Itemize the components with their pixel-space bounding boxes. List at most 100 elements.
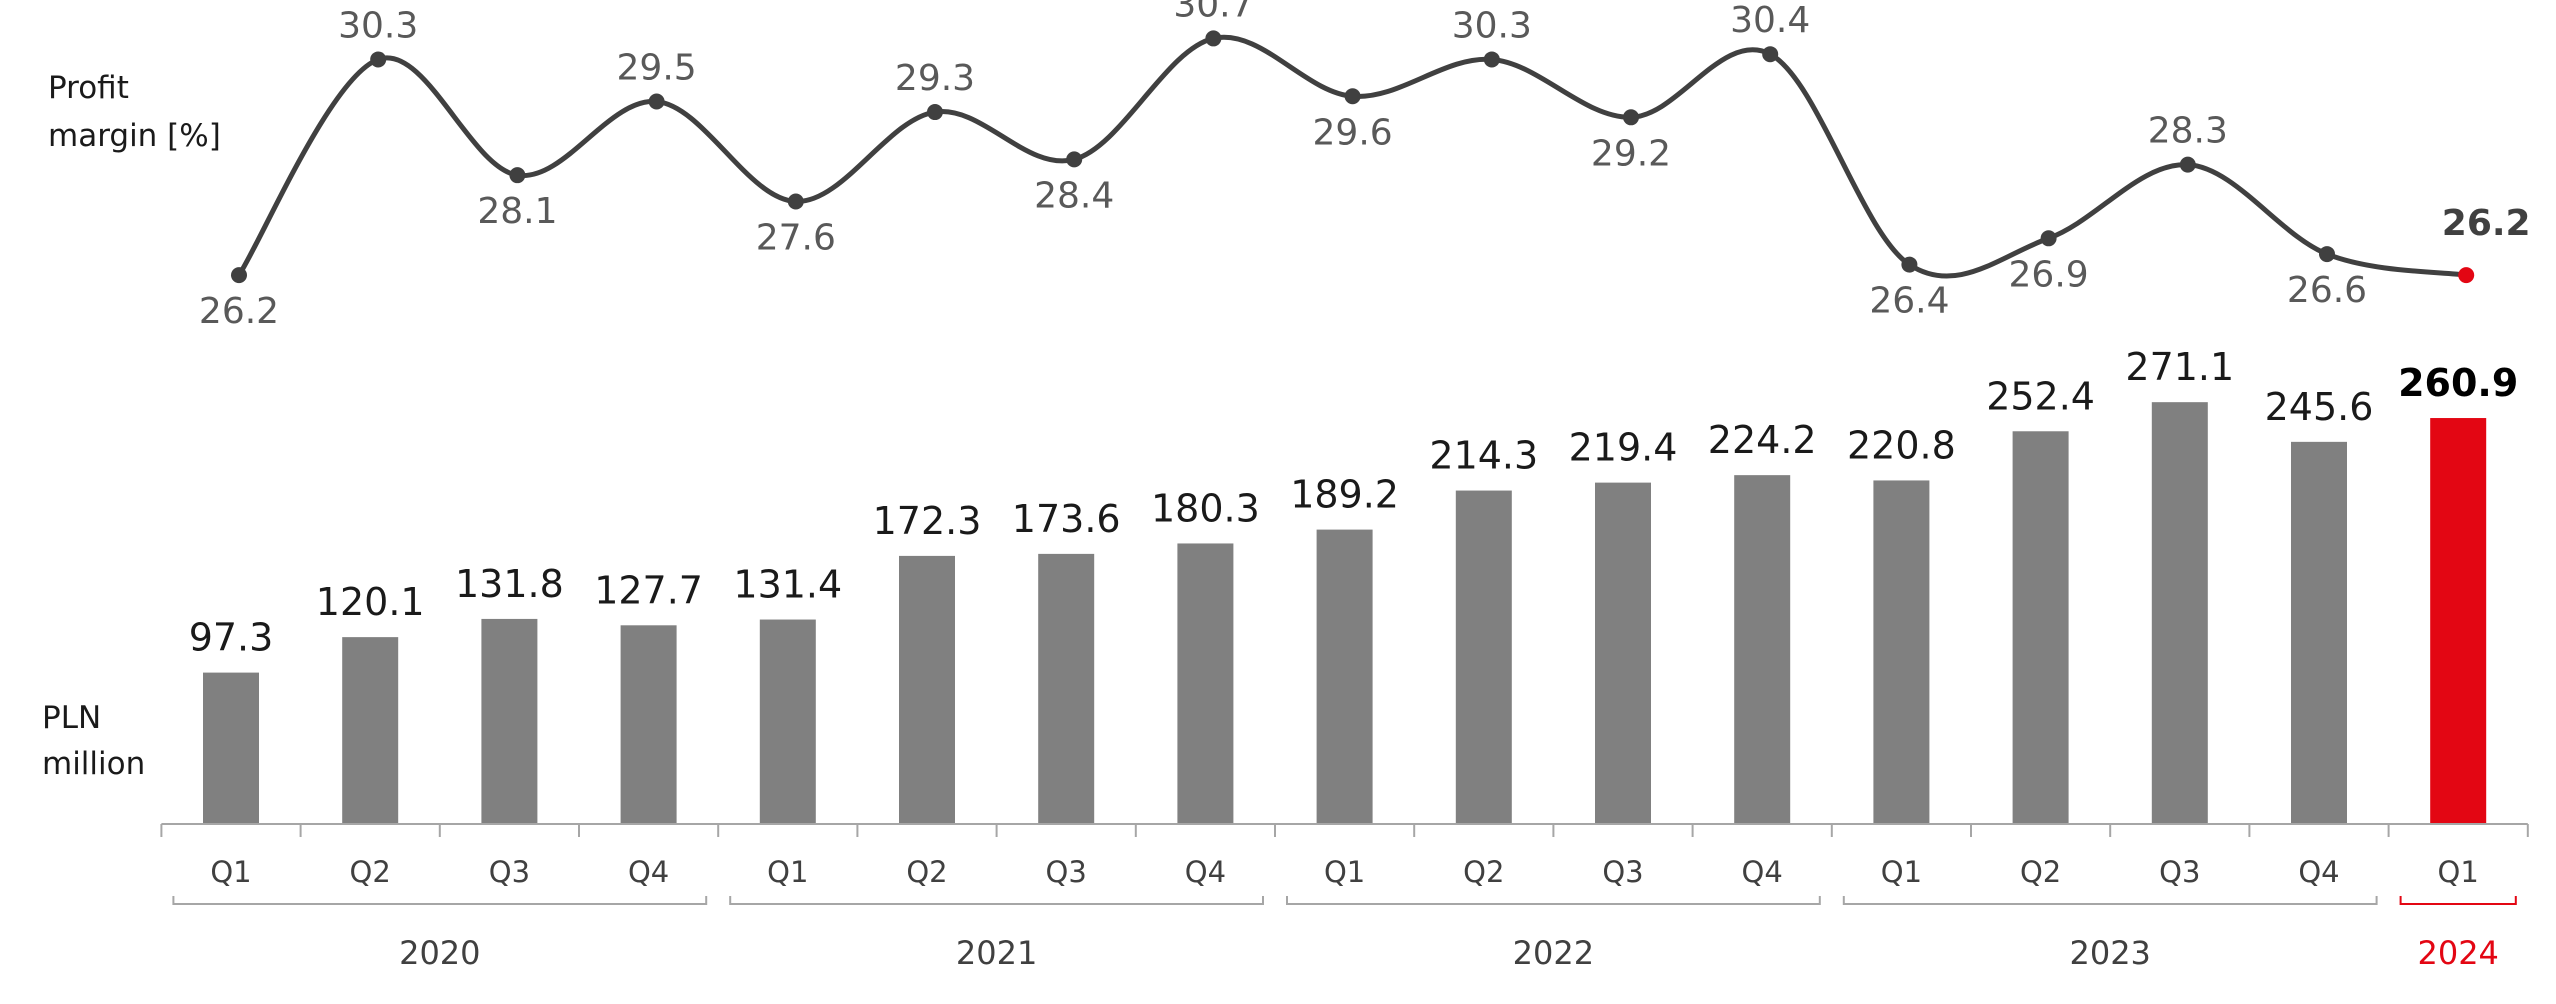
bar-6: [1038, 553, 1095, 824]
margin-point-0: [231, 267, 247, 284]
margin-point-11: [1762, 46, 1779, 63]
bar-value-label-4: 131.4: [733, 563, 842, 607]
bar-14: [2151, 402, 2208, 824]
margin-value-label-10: 29.2: [1591, 133, 1671, 174]
bar-value-label-6: 173.6: [1012, 497, 1121, 541]
margin-point-15: [2319, 246, 2335, 263]
margin-value-labels: 26.2 30.3 28.1 29.5 27.6 29.3 28.4 30.7 29.6 30.3…: [199, 0, 2531, 332]
quarter-label-9: Q2: [1463, 855, 1504, 889]
bar-value-label-13: 252.4: [1986, 374, 2095, 418]
bar-value-label-11: 224.2: [1708, 418, 1817, 462]
margin-value-label-9: 30.3: [1452, 5, 1532, 46]
margin-point-2: [509, 167, 526, 184]
bar-10: [1595, 482, 1651, 824]
year-label-4: 2024: [2417, 934, 2498, 972]
quarter-label-11: Q4: [1742, 855, 1783, 889]
margin-point-5: [927, 104, 943, 121]
margin-point-6: [1066, 151, 1083, 168]
quarter-label-14: Q3: [2159, 855, 2200, 889]
bar-axis-title: PLN million: [42, 700, 145, 782]
bar-value-label-14: 271.1: [2125, 345, 2234, 389]
margin-point-7: [1205, 30, 1222, 47]
quarter-label-2: Q3: [489, 855, 530, 889]
margin-value-label-1: 30.3: [338, 5, 418, 46]
bar-value-label-3: 127.7: [594, 568, 703, 612]
bar-value-label-10: 219.4: [1569, 426, 1678, 470]
quarter-label-12: Q1: [1881, 855, 1922, 889]
quarter-label-5: Q2: [906, 855, 947, 889]
margin-point-8: [1344, 88, 1361, 105]
margin-value-label-6: 28.4: [1034, 175, 1114, 216]
margin-value-label-11: 30.4: [1730, 0, 1810, 41]
bar-13: [2012, 431, 2069, 824]
bar-0: [203, 672, 259, 824]
quarter-label-7: Q4: [1185, 855, 1226, 889]
bar-value-labels: 97.3 120.1 131.8 127.7 131.4 172.3 173.6 180.3 1…: [189, 345, 2519, 659]
margin-value-label-2: 28.1: [477, 191, 557, 232]
bar-value-label-12: 220.8: [1847, 423, 1956, 467]
margin-value-label-12: 26.4: [1869, 281, 1949, 322]
margin-value-label-3: 29.5: [617, 48, 697, 89]
bar-8: [1316, 529, 1373, 824]
year-bracket-0: [172, 896, 708, 905]
bar-4: [759, 619, 816, 824]
margin-value-label-5: 29.3: [895, 58, 975, 99]
bar-value-label-16: 260.9: [2398, 361, 2518, 405]
year-bracket-3: [1842, 896, 2378, 905]
margin-value-label-0: 26.2: [199, 291, 279, 332]
margin-point-10: [1623, 109, 1639, 126]
margin-point-13: [2040, 230, 2057, 247]
quarter-label-3: Q4: [628, 855, 669, 889]
margin-line-path: [236, 34, 2469, 279]
bar-series: [203, 402, 2487, 824]
x-axis: Q1 Q2 Q3 Q4 Q1 Q2 Q3 Q4 Q1 Q2 Q3 Q4 Q1 Q2 Q3 Q4 Q1 2020 20…: [160, 823, 2529, 972]
bar-value-label-9: 214.3: [1429, 434, 1538, 478]
quarter-label-13: Q2: [2020, 855, 2061, 889]
bar-2: [481, 618, 538, 824]
quarter-label-4: Q1: [767, 855, 808, 889]
margin-point-16: [2458, 267, 2475, 284]
margin-value-label-15: 26.6: [2287, 270, 2367, 311]
bar-16: [2430, 418, 2487, 824]
bar-9: [1455, 490, 1512, 824]
year-bracket-4: [2399, 896, 2517, 905]
bar-value-label-2: 131.8: [455, 562, 564, 606]
margin-point-4: [787, 193, 804, 210]
bar-12: [1873, 480, 1930, 824]
bar-1: [342, 637, 399, 824]
margin-value-label-14: 28.3: [2148, 111, 2228, 152]
margin-point-1: [370, 51, 387, 68]
bar-15: [2291, 441, 2347, 824]
bar-5: [899, 555, 955, 824]
year-label-1: 2021: [956, 934, 1037, 972]
bar-value-label-0: 97.3: [189, 616, 274, 660]
margin-value-label-8: 29.6: [1313, 112, 1393, 153]
bar-value-label-7: 180.3: [1151, 486, 1260, 530]
bar-value-label-15: 245.6: [2265, 385, 2374, 429]
bar-value-label-1: 120.1: [316, 580, 425, 624]
year-label-0: 2020: [399, 934, 480, 972]
quarter-label-16: Q1: [2438, 855, 2479, 889]
quarter-label-0: Q1: [210, 855, 251, 889]
margin-point-9: [1483, 51, 1500, 68]
margin-value-label-13: 26.9: [2009, 254, 2089, 295]
margin-axis-title-line2: margin [%]: [48, 118, 221, 154]
year-label-3: 2023: [2069, 934, 2150, 972]
quarter-label-10: Q3: [1602, 855, 1643, 889]
bar-value-label-5: 172.3: [873, 499, 982, 543]
bar-7: [1177, 543, 1234, 824]
year-bracket-2: [1286, 896, 1821, 905]
quarter-label-8: Q1: [1324, 855, 1365, 889]
margin-series: [231, 30, 2475, 284]
margin-value-label-7: 30.7: [1173, 0, 1253, 25]
bar-axis-title-line2: million: [42, 746, 145, 782]
quarter-label-6: Q3: [1046, 855, 1087, 889]
bar-value-label-8: 189.2: [1290, 473, 1399, 517]
bar-3: [620, 625, 677, 824]
year-bracket-1: [729, 896, 1264, 905]
year-label-2: 2022: [1513, 934, 1594, 972]
margin-axis-title-line1: Profit: [48, 70, 129, 106]
margin-axis-title: Profit margin [%]: [48, 70, 221, 154]
margin-value-label-4: 27.6: [756, 217, 836, 258]
